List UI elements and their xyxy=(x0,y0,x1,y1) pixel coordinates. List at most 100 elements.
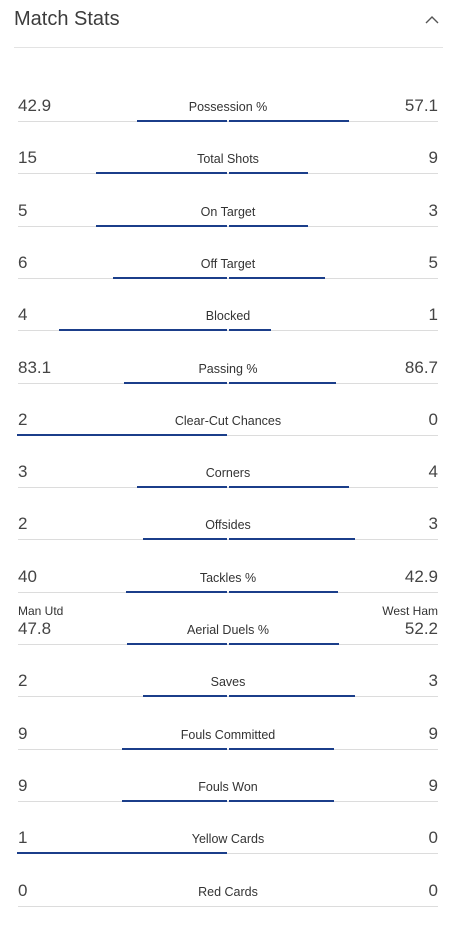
home-bar xyxy=(96,172,227,174)
stat-divider xyxy=(18,121,438,122)
stat-row: 40 Tackles % 42.9 xyxy=(18,567,438,619)
stat-label: Aerial Duels % xyxy=(187,623,269,637)
home-value: 40 xyxy=(18,567,37,586)
away-team-name: West Ham xyxy=(382,604,438,618)
away-value: 3 xyxy=(428,671,438,690)
stat-label: Off Target xyxy=(200,257,256,271)
away-value: 0 xyxy=(428,828,438,847)
home-bar xyxy=(17,434,227,436)
home-bar xyxy=(96,225,227,227)
stat-row: 4 Blocked 1 xyxy=(18,305,438,357)
away-bar xyxy=(229,748,334,750)
home-bar xyxy=(126,591,227,593)
away-bar xyxy=(229,800,334,802)
stat-row: 2 Offsides 3 xyxy=(18,514,438,566)
home-value: 1 xyxy=(18,828,28,847)
stat-divider xyxy=(18,330,438,331)
stat-label: On Target xyxy=(200,205,256,219)
stat-row: 3 Corners 4 xyxy=(18,462,438,514)
home-value: 9 xyxy=(18,724,28,743)
stat-divider xyxy=(18,644,438,645)
away-bar xyxy=(229,225,308,227)
chevron-up-icon[interactable] xyxy=(424,12,440,28)
stat-divider xyxy=(18,853,438,854)
away-value: 86.7 xyxy=(404,358,438,377)
stat-divider xyxy=(18,801,438,802)
away-value: 9 xyxy=(428,148,438,167)
away-value: 4 xyxy=(428,462,438,481)
home-value: 2 xyxy=(18,671,28,690)
stat-label: Saves xyxy=(210,675,246,689)
stat-label: Corners xyxy=(205,466,251,480)
stat-label: Offsides xyxy=(205,518,251,532)
home-bar xyxy=(143,538,227,540)
stat-label: Passing % xyxy=(198,362,258,376)
home-bar xyxy=(124,382,227,384)
stat-divider xyxy=(18,435,438,436)
section-title: Match Stats xyxy=(14,8,120,30)
home-bar xyxy=(137,120,227,122)
stat-divider xyxy=(18,539,438,540)
home-value: 4 xyxy=(18,305,28,324)
stat-row: 83.1 Passing % 86.7 xyxy=(18,358,438,410)
stat-row: 0 Red Cards 0 xyxy=(18,881,438,933)
home-value: 15 xyxy=(18,148,37,167)
home-value: 47.8 xyxy=(18,619,52,638)
away-value: 0 xyxy=(428,410,438,429)
away-value: 3 xyxy=(428,201,438,220)
match-stats-header[interactable]: Match Stats xyxy=(14,0,443,48)
stat-divider xyxy=(18,749,438,750)
away-bar xyxy=(229,538,355,540)
stat-row: 1 Yellow Cards 0 xyxy=(17,828,438,880)
stat-row: 9 Fouls Won 9 xyxy=(18,776,438,828)
home-value: 0 xyxy=(18,881,28,900)
home-value: 6 xyxy=(18,253,28,272)
stat-row: 15 Total Shots 9 xyxy=(18,148,438,200)
stat-divider xyxy=(18,226,438,227)
stat-row: 47.8 Aerial Duels % 52.2 xyxy=(18,619,438,671)
away-value: 5 xyxy=(428,253,438,272)
away-value: 3 xyxy=(428,514,438,533)
stat-label: Red Cards xyxy=(198,885,258,899)
stat-divider xyxy=(18,173,438,174)
away-bar xyxy=(229,695,355,697)
home-bar xyxy=(122,748,227,750)
away-value: 42.9 xyxy=(404,567,438,586)
stat-divider xyxy=(18,696,438,697)
stat-row: 2 Saves 3 xyxy=(18,671,438,723)
home-value: 2 xyxy=(18,410,28,429)
home-team-name: Man Utd xyxy=(18,604,64,618)
stat-divider xyxy=(18,278,438,279)
stat-divider xyxy=(18,383,438,384)
stat-label: Yellow Cards xyxy=(191,832,265,846)
home-value: 5 xyxy=(18,201,28,220)
home-value: 3 xyxy=(18,462,28,481)
away-value: 57.1 xyxy=(404,96,438,115)
away-value: 9 xyxy=(428,776,438,795)
away-bar xyxy=(229,172,308,174)
home-bar xyxy=(59,329,227,331)
home-bar xyxy=(143,695,227,697)
home-value: 2 xyxy=(18,514,28,533)
stat-label: Fouls Won xyxy=(198,780,258,794)
away-value: 9 xyxy=(428,724,438,743)
home-bar xyxy=(17,852,227,854)
away-bar xyxy=(229,277,325,279)
stat-row: 42.9 Possession % 57.1 xyxy=(18,96,438,148)
away-bar xyxy=(229,486,349,488)
away-bar xyxy=(229,643,339,645)
stat-label: Clear-Cut Chances xyxy=(174,414,282,428)
away-value: 52.2 xyxy=(404,619,438,638)
away-bar xyxy=(229,382,336,384)
stat-label: Blocked xyxy=(205,309,251,323)
home-bar xyxy=(127,643,227,645)
stat-row: 5 On Target 3 xyxy=(18,201,438,253)
away-bar xyxy=(229,591,338,593)
home-bar xyxy=(113,277,227,279)
stat-label: Fouls Committed xyxy=(180,728,276,742)
stat-label: Total Shots xyxy=(197,152,259,166)
home-value: 83.1 xyxy=(18,358,52,377)
stat-row: 9 Fouls Committed 9 xyxy=(18,724,438,776)
away-bar xyxy=(229,120,349,122)
home-bar xyxy=(122,800,227,802)
